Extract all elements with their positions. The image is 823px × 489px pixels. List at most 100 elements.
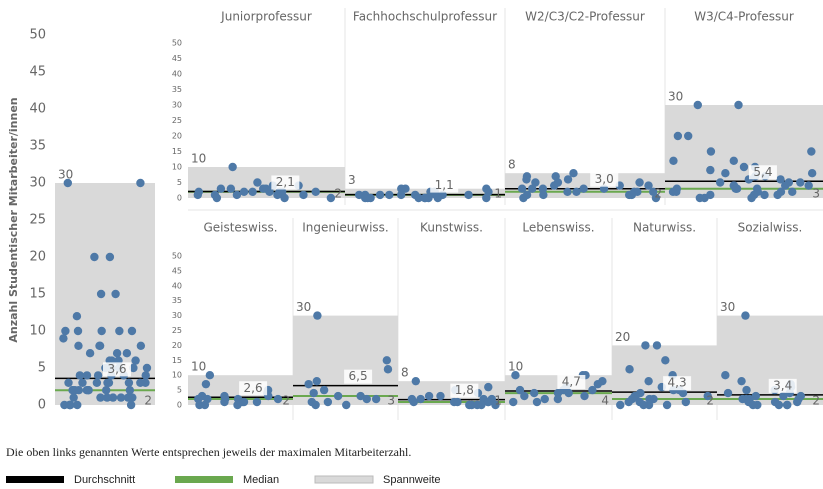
point <box>420 193 429 203</box>
point <box>126 400 136 410</box>
y-tick-label: 30 <box>172 311 182 320</box>
median-label: 3 <box>812 187 820 201</box>
y-tick-label: 50 <box>172 39 182 48</box>
point <box>205 371 215 380</box>
point <box>108 393 118 402</box>
point <box>532 397 542 407</box>
point <box>723 388 733 398</box>
y-tick-label: 40 <box>172 281 182 290</box>
point <box>220 397 229 407</box>
y-tick-label: 45 <box>29 65 46 80</box>
point <box>200 400 210 410</box>
mean-label: 4,7 <box>562 374 581 388</box>
point <box>63 178 73 188</box>
footnote: Die oben links genannten Werte entsprech… <box>6 445 411 459</box>
point <box>375 190 385 200</box>
point <box>652 341 662 350</box>
point <box>539 190 548 200</box>
point <box>624 397 633 407</box>
y-tick-label: 45 <box>172 266 182 275</box>
y-tick-label: 50 <box>172 252 182 261</box>
point <box>540 394 549 404</box>
point <box>639 400 648 410</box>
point <box>64 378 73 387</box>
point <box>239 397 249 407</box>
y-tick-label: 25 <box>29 213 46 228</box>
max-label: 30 <box>668 90 683 104</box>
point <box>342 400 351 410</box>
point <box>96 289 106 299</box>
y-tick-label: 0 <box>177 401 182 410</box>
max-label: 8 <box>401 366 409 380</box>
point <box>409 397 418 407</box>
point <box>201 379 211 389</box>
point <box>519 193 528 203</box>
point <box>61 326 70 336</box>
point <box>788 187 797 196</box>
point <box>553 394 563 404</box>
y-tick-label: 35 <box>29 139 46 154</box>
point <box>74 341 83 350</box>
point <box>651 193 661 203</box>
mean-label-bg <box>344 369 373 384</box>
mean-label: 5,4 <box>753 165 772 179</box>
point <box>239 187 249 196</box>
point <box>616 400 625 410</box>
panel-title: Fachhochschulprofessur <box>353 10 497 24</box>
point <box>248 187 257 196</box>
point <box>706 147 716 156</box>
median-label: 3 <box>387 394 395 408</box>
point <box>69 393 78 402</box>
point <box>509 397 518 407</box>
mean-label-bg <box>748 165 777 180</box>
y-tick-label: 15 <box>29 287 46 302</box>
median-label: 2 <box>334 187 342 201</box>
point <box>111 289 120 299</box>
point <box>796 178 805 187</box>
point <box>385 190 394 200</box>
legend-swatch <box>175 476 233 483</box>
point <box>273 394 283 404</box>
point <box>371 394 381 404</box>
point <box>782 400 792 410</box>
mean-label-bg <box>430 178 459 193</box>
max-label: 10 <box>191 360 206 374</box>
point <box>721 169 730 178</box>
point <box>383 365 393 374</box>
point <box>793 397 802 407</box>
point <box>569 169 578 178</box>
point <box>673 131 683 141</box>
point <box>82 371 92 380</box>
point <box>116 393 126 402</box>
point <box>661 356 670 365</box>
point <box>136 178 145 188</box>
point <box>734 100 743 110</box>
point <box>92 378 102 387</box>
point <box>309 388 318 398</box>
mean-label-bg <box>768 378 797 393</box>
point <box>366 193 375 203</box>
max-label: 3 <box>348 173 356 187</box>
point <box>669 156 678 165</box>
legend-label: Spannweite <box>383 474 441 486</box>
point <box>773 190 782 200</box>
mean-label: 6,5 <box>349 369 368 383</box>
point <box>97 326 106 336</box>
point <box>703 391 712 401</box>
point <box>760 190 769 200</box>
y-tick-label: 35 <box>172 85 182 94</box>
max-label: 30 <box>720 300 735 314</box>
point <box>304 379 313 389</box>
y-tick-label: 5 <box>38 361 46 376</box>
point <box>531 178 540 187</box>
panel-title: Juniorprofessur <box>220 10 312 24</box>
point <box>538 184 548 193</box>
mean-label: 1,8 <box>455 383 474 397</box>
point <box>627 190 636 200</box>
y-tick-label: 20 <box>172 341 182 350</box>
point <box>326 193 336 203</box>
y-tick-label: 25 <box>172 116 182 125</box>
point <box>580 391 589 401</box>
point <box>807 147 816 156</box>
y-tick-label: 30 <box>172 101 182 110</box>
